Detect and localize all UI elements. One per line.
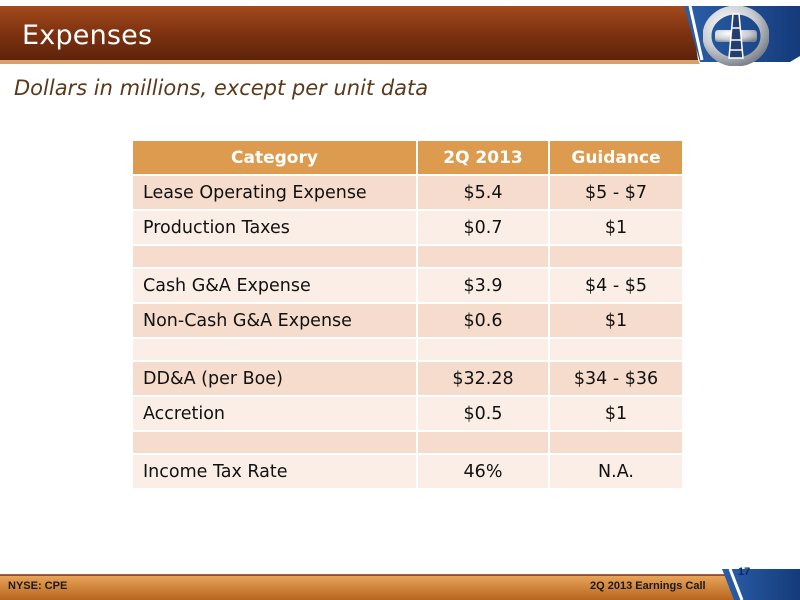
row-2q-2013: $0.5: [417, 395, 550, 431]
row-category: Cash G&A Expense: [133, 267, 418, 303]
row-2q-2013: 46%: [417, 453, 550, 488]
row-category: [133, 337, 418, 361]
row-category: Accretion: [133, 395, 418, 431]
row-2q-2013: [417, 430, 550, 454]
row-2q-2013: $0.6: [417, 302, 550, 338]
row-2q-2013: $0.7: [417, 209, 550, 245]
row-category: [133, 244, 418, 268]
table-row: Non-Cash G&A Expense $0.6 $1: [133, 302, 682, 338]
expenses-table: Category 2Q 2013 Guidance Lease Operatin…: [133, 141, 682, 488]
row-category: [133, 430, 418, 454]
title-banner: Expenses: [0, 4, 800, 64]
row-guidance: $1: [549, 209, 682, 245]
header-2q-2013: 2Q 2013: [417, 141, 550, 175]
footer-band-bg: [0, 569, 800, 600]
table-spacer-row: [133, 337, 682, 361]
row-guidance: $4 - $5: [549, 267, 682, 303]
footer-event: 2Q 2013 Earnings Call: [590, 580, 706, 592]
table-row: Income Tax Rate 46% N.A.: [133, 453, 682, 488]
row-guidance: $1: [549, 302, 682, 338]
page-number: 17: [738, 566, 751, 578]
table-header-row: Category 2Q 2013 Guidance: [133, 141, 682, 175]
row-category: DD&A (per Boe): [133, 360, 418, 396]
row-2q-2013: [417, 337, 550, 361]
header-guidance: Guidance: [549, 141, 682, 175]
row-2q-2013: $32.28: [417, 360, 550, 396]
row-guidance: $34 - $36: [549, 360, 682, 396]
row-guidance: $5 - $7: [549, 174, 682, 210]
table-row: Production Taxes $0.7 $1: [133, 209, 682, 245]
table-row: DD&A (per Boe) $32.28 $34 - $36: [133, 360, 682, 396]
footer-ticker: NYSE: CPE: [8, 580, 68, 592]
row-category: Lease Operating Expense: [133, 174, 418, 210]
row-guidance: N.A.: [549, 453, 682, 488]
table-spacer-row: [133, 430, 682, 454]
company-logo-icon: [702, 5, 770, 67]
table-spacer-row: [133, 244, 682, 268]
slide-subtitle: Dollars in millions, except per unit dat…: [14, 76, 429, 100]
table-row: Lease Operating Expense $5.4 $5 - $7: [133, 174, 682, 210]
table-row: Cash G&A Expense $3.9 $4 - $5: [133, 267, 682, 303]
row-2q-2013: $5.4: [417, 174, 550, 210]
row-2q-2013: [417, 244, 550, 268]
row-category: Income Tax Rate: [133, 453, 418, 488]
row-2q-2013: $3.9: [417, 267, 550, 303]
row-category: Non-Cash G&A Expense: [133, 302, 418, 338]
row-guidance: [549, 244, 682, 268]
slide-title: Expenses: [22, 20, 153, 51]
company-logo: [702, 5, 770, 67]
row-guidance: [549, 430, 682, 454]
row-guidance: [549, 337, 682, 361]
footer-band: NYSE: CPE 2Q 2013 Earnings Call: [0, 569, 800, 600]
row-category: Production Taxes: [133, 209, 418, 245]
table-row: Accretion $0.5 $1: [133, 395, 682, 431]
header-category: Category: [133, 141, 418, 175]
row-guidance: $1: [549, 395, 682, 431]
